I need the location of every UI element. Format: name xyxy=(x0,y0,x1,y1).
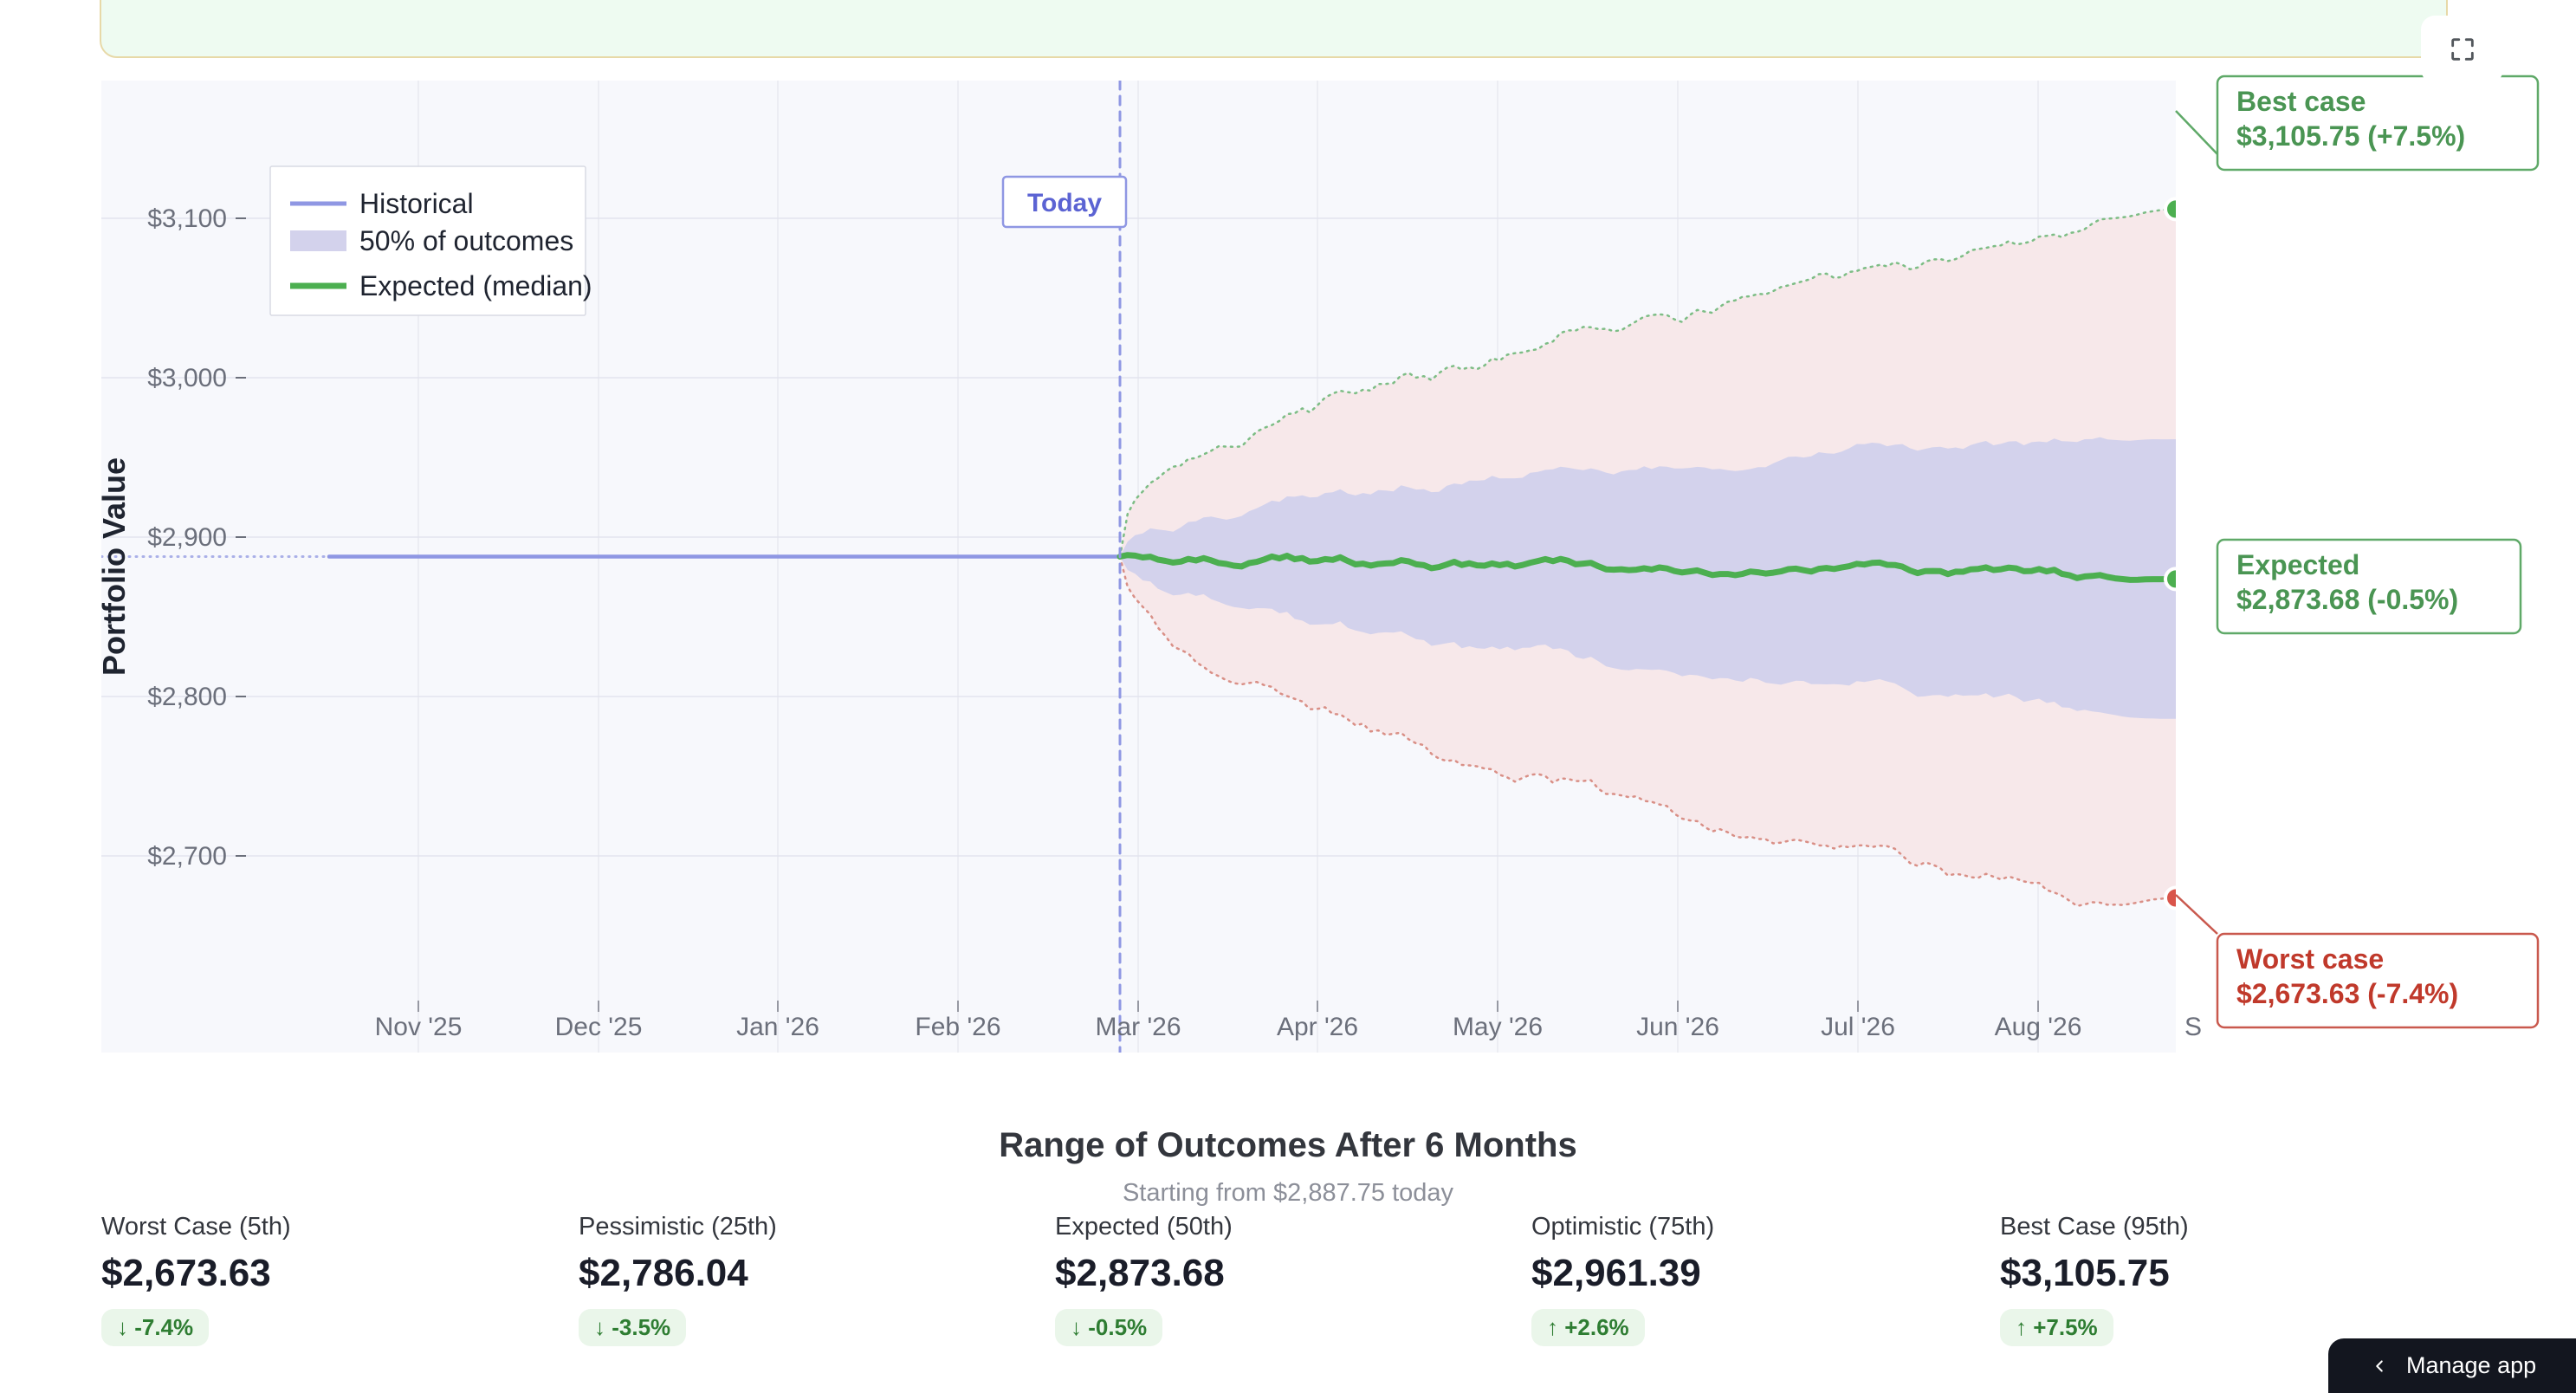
svg-text:Aug '26: Aug '26 xyxy=(1995,1013,2082,1041)
svg-text:Jun '26: Jun '26 xyxy=(1636,1013,1719,1041)
svg-text:Best case: Best case xyxy=(2236,86,2366,117)
svg-text:Mar '26: Mar '26 xyxy=(1095,1013,1181,1041)
svg-text:May '26: May '26 xyxy=(1453,1013,1543,1041)
svg-text:Expected: Expected xyxy=(2236,549,2359,580)
svg-text:Jan '26: Jan '26 xyxy=(736,1013,819,1041)
svg-text:$2,900: $2,900 xyxy=(147,523,227,552)
svg-text:50% of outcomes: 50% of outcomes xyxy=(359,225,573,256)
svg-text:Dec '25: Dec '25 xyxy=(555,1013,643,1041)
svg-text:Today: Today xyxy=(1027,189,1102,217)
svg-text:Feb '26: Feb '26 xyxy=(915,1013,1000,1041)
svg-text:Worst case: Worst case xyxy=(2236,943,2384,975)
svg-text:Apr '26: Apr '26 xyxy=(1277,1013,1358,1041)
svg-text:$3,100: $3,100 xyxy=(147,204,227,233)
svg-text:$3,000: $3,000 xyxy=(147,364,227,392)
svg-text:$2,673.63 (-7.4%): $2,673.63 (-7.4%) xyxy=(2236,978,2458,1009)
svg-text:S: S xyxy=(2184,1013,2202,1041)
svg-text:$2,800: $2,800 xyxy=(147,683,227,711)
svg-text:Nov '25: Nov '25 xyxy=(375,1013,463,1041)
svg-text:$2,700: $2,700 xyxy=(147,842,227,871)
svg-text:$2,873.68 (-0.5%): $2,873.68 (-0.5%) xyxy=(2236,584,2458,615)
svg-text:Portfolio Value: Portfolio Value xyxy=(96,457,132,676)
svg-text:Jul '26: Jul '26 xyxy=(1821,1013,1895,1041)
svg-text:Historical: Historical xyxy=(359,188,474,219)
svg-text:$3,105.75 (+7.5%): $3,105.75 (+7.5%) xyxy=(2236,120,2465,152)
svg-text:Expected (median): Expected (median) xyxy=(359,270,592,301)
